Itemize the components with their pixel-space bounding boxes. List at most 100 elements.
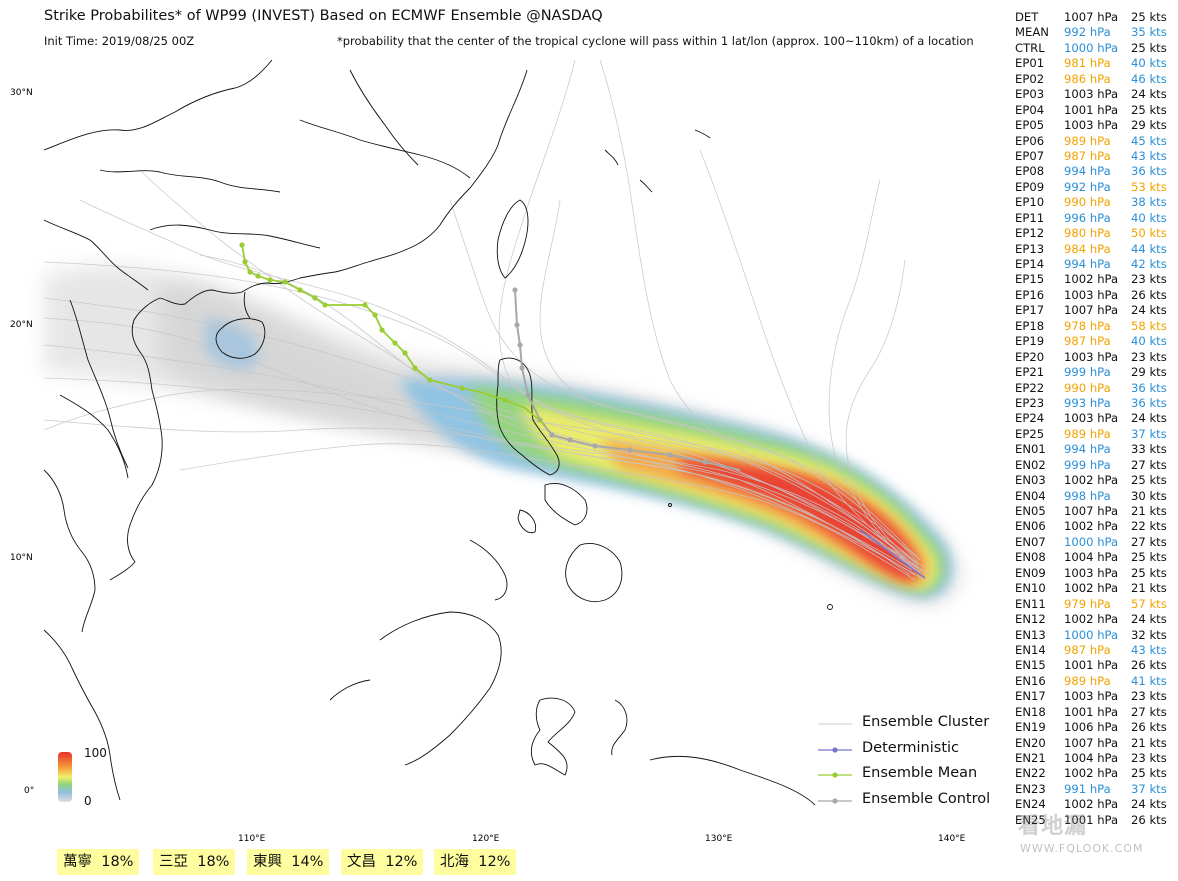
member-pressure: 1006 hPa xyxy=(1064,720,1119,735)
table-row: EN17 1003 hPa 23 kts xyxy=(1015,689,1175,704)
member-name: EP01 xyxy=(1015,56,1045,71)
member-name: CTRL xyxy=(1015,40,1045,55)
member-name: EN09 xyxy=(1015,565,1046,580)
legend-label: Deterministic xyxy=(862,739,960,756)
member-pressure: 991 hPa xyxy=(1064,781,1111,796)
table-row: EP25 989 hPa 37 kts xyxy=(1015,427,1175,442)
table-row: EN19 1006 hPa 26 kts xyxy=(1015,720,1175,735)
table-row: EP10 990 hPa 38 kts xyxy=(1015,195,1175,210)
lat-label-0: 0° xyxy=(24,786,34,796)
member-wind: 26 kts xyxy=(1131,287,1167,302)
member-wind: 26 kts xyxy=(1131,720,1167,735)
member-pressure: 1002 hPa xyxy=(1064,766,1119,781)
table-row: EN10 1002 hPa 21 kts xyxy=(1015,581,1175,596)
member-wind: 41 kts xyxy=(1131,673,1167,688)
member-pressure: 1001 hPa xyxy=(1064,812,1119,827)
init-time: Init Time: 2019/08/25 00Z xyxy=(44,34,195,48)
table-row: CTRL 1000 hPa 25 kts xyxy=(1015,41,1175,56)
member-pressure: 999 hPa xyxy=(1064,457,1111,472)
legend-label: Ensemble Cluster xyxy=(862,714,990,730)
table-row: EN08 1004 hPa 25 kts xyxy=(1015,550,1175,565)
table-row: EN05 1007 hPa 21 kts xyxy=(1015,504,1175,519)
member-pressure: 1003 hPa xyxy=(1064,411,1119,426)
member-name: EP18 xyxy=(1015,318,1045,333)
member-pressure: 1000 hPa xyxy=(1064,627,1119,642)
member-wind: 21 kts xyxy=(1131,581,1167,596)
deterministic-track xyxy=(859,529,926,579)
scale-min-label: 0 xyxy=(84,794,92,808)
table-row: EP09 992 hPa 53 kts xyxy=(1015,180,1175,195)
member-name: EN10 xyxy=(1015,581,1046,596)
member-pressure: 999 hPa xyxy=(1064,365,1111,380)
member-name: EP16 xyxy=(1015,287,1045,302)
member-wind: 53 kts xyxy=(1131,179,1167,194)
member-name: EP05 xyxy=(1015,118,1045,133)
member-pressure: 1003 hPa xyxy=(1064,565,1119,580)
member-wind: 44 kts xyxy=(1131,241,1167,256)
chart-title: Strike Probabilites* of WP99 (INVEST) Ba… xyxy=(44,8,603,24)
table-row: EN11 979 hPa 57 kts xyxy=(1015,597,1175,612)
member-wind: 26 kts xyxy=(1131,812,1167,827)
member-name: EN03 xyxy=(1015,473,1046,488)
table-row: EN23 991 hPa 37 kts xyxy=(1015,782,1175,797)
member-pressure: 981 hPa xyxy=(1064,56,1111,71)
member-wind: 30 kts xyxy=(1131,488,1167,503)
member-name: EN14 xyxy=(1015,642,1046,657)
lon-label-120e: 120°E xyxy=(472,834,500,844)
member-wind: 58 kts xyxy=(1131,318,1167,333)
member-name: EP04 xyxy=(1015,102,1045,117)
table-row: EN07 1000 hPa 27 kts xyxy=(1015,535,1175,550)
member-pressure: 1002 hPa xyxy=(1064,519,1119,534)
member-name: DET xyxy=(1015,10,1039,24)
table-row: EP16 1003 hPa 26 kts xyxy=(1015,288,1175,303)
table-row: EP05 1003 hPa 29 kts xyxy=(1015,118,1175,133)
member-name: EP06 xyxy=(1015,133,1045,148)
member-name: EP12 xyxy=(1015,226,1045,241)
member-name: EN06 xyxy=(1015,519,1046,534)
scale-max-label: 100 xyxy=(84,746,107,760)
member-name: EN17 xyxy=(1015,689,1046,704)
table-row: EP11 996 hPa 40 kts xyxy=(1015,211,1175,226)
table-row: EN15 1001 hPa 26 kts xyxy=(1015,658,1175,673)
member-pressure: 993 hPa xyxy=(1064,395,1111,410)
member-wind: 26 kts xyxy=(1131,658,1167,673)
member-name: EP11 xyxy=(1015,210,1045,225)
member-pressure: 1003 hPa xyxy=(1064,87,1119,102)
member-pressure: 979 hPa xyxy=(1064,596,1111,611)
lon-label-110e: 110°E xyxy=(238,834,266,844)
member-name: EP13 xyxy=(1015,241,1045,256)
member-wind: 57 kts xyxy=(1131,596,1167,611)
member-name: EP23 xyxy=(1015,395,1045,410)
member-pressure: 1004 hPa xyxy=(1064,550,1119,565)
table-row: EP20 1003 hPa 23 kts xyxy=(1015,350,1175,365)
member-wind: 23 kts xyxy=(1131,349,1167,364)
member-name: EN11 xyxy=(1015,596,1046,611)
member-pressure: 990 hPa xyxy=(1064,380,1111,395)
member-pressure: 1003 hPa xyxy=(1064,287,1119,302)
table-row: EP04 1001 hPa 25 kts xyxy=(1015,103,1175,118)
member-pressure: 1004 hPa xyxy=(1064,751,1119,765)
member-wind: 22 kts xyxy=(1131,519,1167,534)
city-badge-wenchang: 文昌 12% xyxy=(341,849,424,875)
member-wind: 24 kts xyxy=(1131,411,1167,426)
member-pressure: 996 hPa xyxy=(1064,210,1111,225)
table-row: EN06 1002 hPa 22 kts xyxy=(1015,519,1175,534)
member-name: MEAN xyxy=(1015,25,1049,40)
footnote: *probability that the center of the trop… xyxy=(337,34,974,48)
member-wind: 45 kts xyxy=(1131,133,1167,148)
member-wind: 23 kts xyxy=(1131,689,1167,704)
member-name: EN16 xyxy=(1015,673,1046,688)
legend-label: Ensemble Mean xyxy=(862,765,978,781)
member-pressure: 998 hPa xyxy=(1064,488,1111,503)
member-pressure: 1002 hPa xyxy=(1064,473,1119,488)
table-row: EN14 987 hPa 43 kts xyxy=(1015,643,1175,658)
member-name: EN15 xyxy=(1015,658,1046,673)
member-wind: 25 kts xyxy=(1131,550,1167,565)
member-wind: 25 kts xyxy=(1131,10,1167,24)
city-badge-wanning: 萬寧 18% xyxy=(57,849,140,875)
member-wind: 50 kts xyxy=(1131,226,1167,241)
member-pressure: 986 hPa xyxy=(1064,71,1111,86)
member-wind: 25 kts xyxy=(1131,102,1167,117)
table-row: EP19 987 hPa 40 kts xyxy=(1015,334,1175,349)
member-pressure: 1007 hPa xyxy=(1064,303,1119,318)
